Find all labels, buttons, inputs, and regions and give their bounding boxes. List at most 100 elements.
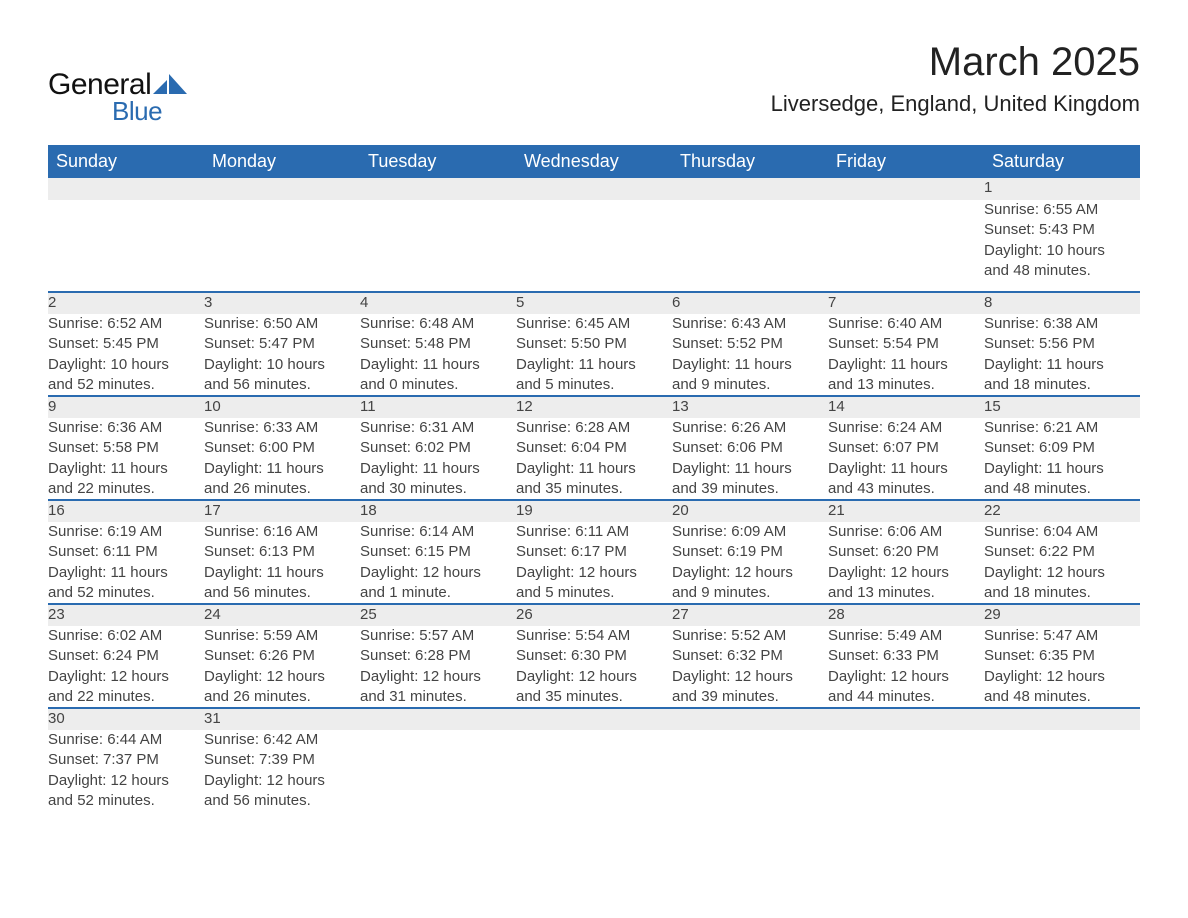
day-content-cell — [360, 200, 516, 292]
day-daylight1: Daylight: 12 hours — [672, 563, 828, 583]
day-content-cell: Sunrise: 6:50 AMSunset: 5:47 PMDaylight:… — [204, 314, 360, 396]
day-sunset: Sunset: 6:15 PM — [360, 542, 516, 562]
day-sunset: Sunset: 5:58 PM — [48, 438, 204, 458]
day-sunrise: Sunrise: 6:11 AM — [516, 522, 672, 542]
day-daylight2: and 22 minutes. — [48, 687, 204, 707]
day-sunset: Sunset: 6:24 PM — [48, 646, 204, 666]
day-content-cell: Sunrise: 6:38 AMSunset: 5:56 PMDaylight:… — [984, 314, 1140, 396]
day-number-cell: 1 — [984, 178, 1140, 200]
weekday-header: Sunday — [48, 145, 204, 178]
day-content-cell — [516, 730, 672, 811]
day-daylight2: and 9 minutes. — [672, 375, 828, 395]
day-content-cell: Sunrise: 6:42 AMSunset: 7:39 PMDaylight:… — [204, 730, 360, 811]
content-row: Sunrise: 6:02 AMSunset: 6:24 PMDaylight:… — [48, 626, 1140, 708]
calendar-table: Sunday Monday Tuesday Wednesday Thursday… — [48, 145, 1140, 811]
day-daylight2: and 1 minute. — [360, 583, 516, 603]
day-content-cell: Sunrise: 6:45 AMSunset: 5:50 PMDaylight:… — [516, 314, 672, 396]
daynum-row: 1 — [48, 178, 1140, 200]
day-content-cell: Sunrise: 5:47 AMSunset: 6:35 PMDaylight:… — [984, 626, 1140, 708]
weekday-header: Saturday — [984, 145, 1140, 178]
day-sunset: Sunset: 5:54 PM — [828, 334, 984, 354]
day-content-cell: Sunrise: 6:14 AMSunset: 6:15 PMDaylight:… — [360, 522, 516, 604]
day-daylight2: and 56 minutes. — [204, 583, 360, 603]
day-daylight2: and 30 minutes. — [360, 479, 516, 499]
day-sunset: Sunset: 6:09 PM — [984, 438, 1140, 458]
day-content-cell: Sunrise: 6:04 AMSunset: 6:22 PMDaylight:… — [984, 522, 1140, 604]
day-number-cell: 11 — [360, 396, 516, 418]
day-content-cell — [672, 730, 828, 811]
day-sunrise: Sunrise: 6:55 AM — [984, 200, 1140, 220]
day-sunrise: Sunrise: 6:50 AM — [204, 314, 360, 334]
day-sunrise: Sunrise: 6:42 AM — [204, 730, 360, 750]
day-daylight2: and 13 minutes. — [828, 375, 984, 395]
day-number-cell — [360, 178, 516, 200]
day-content-cell — [204, 200, 360, 292]
day-sunrise: Sunrise: 6:09 AM — [672, 522, 828, 542]
day-content-cell — [516, 200, 672, 292]
weekday-header: Friday — [828, 145, 984, 178]
day-sunset: Sunset: 5:43 PM — [984, 220, 1140, 240]
day-daylight1: Daylight: 11 hours — [984, 355, 1140, 375]
day-content-cell: Sunrise: 6:40 AMSunset: 5:54 PMDaylight:… — [828, 314, 984, 396]
day-sunrise: Sunrise: 6:06 AM — [828, 522, 984, 542]
day-daylight1: Daylight: 12 hours — [672, 667, 828, 687]
day-number-cell: 27 — [672, 604, 828, 626]
day-daylight1: Daylight: 12 hours — [48, 667, 204, 687]
day-content-cell: Sunrise: 6:16 AMSunset: 6:13 PMDaylight:… — [204, 522, 360, 604]
day-content-cell: Sunrise: 6:48 AMSunset: 5:48 PMDaylight:… — [360, 314, 516, 396]
day-daylight2: and 35 minutes. — [516, 687, 672, 707]
day-sunset: Sunset: 6:30 PM — [516, 646, 672, 666]
day-sunrise: Sunrise: 6:36 AM — [48, 418, 204, 438]
weekday-header: Thursday — [672, 145, 828, 178]
day-number-cell: 4 — [360, 292, 516, 314]
logo: General Blue — [48, 68, 187, 127]
day-sunset: Sunset: 6:28 PM — [360, 646, 516, 666]
day-number-cell — [48, 178, 204, 200]
day-content-cell: Sunrise: 6:09 AMSunset: 6:19 PMDaylight:… — [672, 522, 828, 604]
day-number-cell: 29 — [984, 604, 1140, 626]
day-daylight2: and 48 minutes. — [984, 261, 1140, 281]
content-row: Sunrise: 6:44 AMSunset: 7:37 PMDaylight:… — [48, 730, 1140, 811]
day-content-cell: Sunrise: 6:31 AMSunset: 6:02 PMDaylight:… — [360, 418, 516, 500]
day-daylight2: and 9 minutes. — [672, 583, 828, 603]
day-number-cell: 18 — [360, 500, 516, 522]
day-content-cell: Sunrise: 6:55 AMSunset: 5:43 PMDaylight:… — [984, 200, 1140, 292]
day-content-cell — [48, 200, 204, 292]
day-number-cell: 23 — [48, 604, 204, 626]
day-sunset: Sunset: 6:17 PM — [516, 542, 672, 562]
day-number-cell: 5 — [516, 292, 672, 314]
day-daylight1: Daylight: 11 hours — [516, 355, 672, 375]
day-number-cell: 28 — [828, 604, 984, 626]
day-sunrise: Sunrise: 6:04 AM — [984, 522, 1140, 542]
day-daylight2: and 5 minutes. — [516, 375, 672, 395]
day-number-cell — [672, 708, 828, 730]
day-number-cell: 19 — [516, 500, 672, 522]
day-number-cell: 21 — [828, 500, 984, 522]
day-number-cell: 9 — [48, 396, 204, 418]
content-row: Sunrise: 6:55 AMSunset: 5:43 PMDaylight:… — [48, 200, 1140, 292]
day-number-cell — [672, 178, 828, 200]
day-daylight1: Daylight: 11 hours — [828, 355, 984, 375]
day-sunrise: Sunrise: 6:19 AM — [48, 522, 204, 542]
day-number-cell — [828, 178, 984, 200]
day-daylight1: Daylight: 12 hours — [516, 563, 672, 583]
day-number-cell: 24 — [204, 604, 360, 626]
day-sunset: Sunset: 6:35 PM — [984, 646, 1140, 666]
day-number-cell: 8 — [984, 292, 1140, 314]
day-daylight1: Daylight: 12 hours — [984, 563, 1140, 583]
day-daylight2: and 39 minutes. — [672, 687, 828, 707]
weekday-header-row: Sunday Monday Tuesday Wednesday Thursday… — [48, 145, 1140, 178]
day-sunset: Sunset: 6:32 PM — [672, 646, 828, 666]
day-sunrise: Sunrise: 6:21 AM — [984, 418, 1140, 438]
day-content-cell: Sunrise: 6:24 AMSunset: 6:07 PMDaylight:… — [828, 418, 984, 500]
logo-icon — [153, 72, 187, 99]
day-daylight2: and 52 minutes. — [48, 791, 204, 811]
day-number-cell: 13 — [672, 396, 828, 418]
weekday-header: Monday — [204, 145, 360, 178]
day-sunrise: Sunrise: 6:40 AM — [828, 314, 984, 334]
day-content-cell: Sunrise: 6:19 AMSunset: 6:11 PMDaylight:… — [48, 522, 204, 604]
day-daylight1: Daylight: 11 hours — [828, 459, 984, 479]
day-number-cell: 2 — [48, 292, 204, 314]
day-daylight1: Daylight: 10 hours — [984, 241, 1140, 261]
day-sunrise: Sunrise: 6:16 AM — [204, 522, 360, 542]
